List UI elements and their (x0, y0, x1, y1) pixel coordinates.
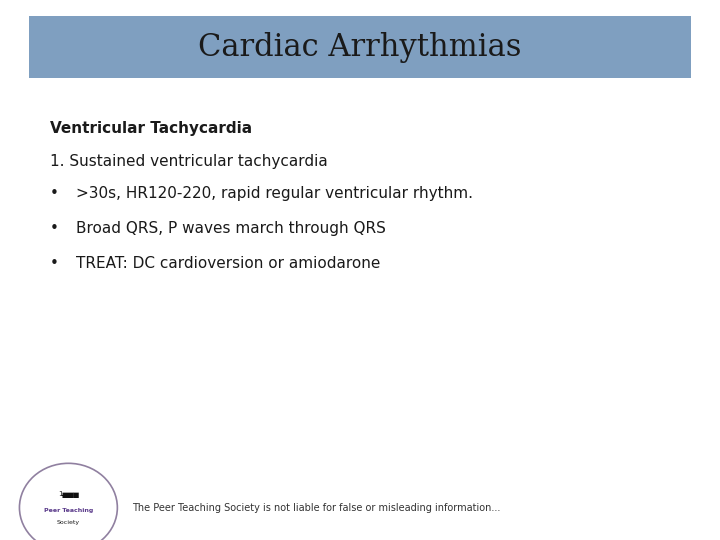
Text: Peer Teaching: Peer Teaching (44, 508, 93, 513)
Text: TREAT: DC cardioversion or amiodarone: TREAT: DC cardioversion or amiodarone (76, 256, 380, 272)
Text: •: • (50, 186, 58, 201)
Text: >30s, HR120-220, rapid regular ventricular rhythm.: >30s, HR120-220, rapid regular ventricul… (76, 186, 472, 201)
Text: 1▆▆▆: 1▆▆▆ (58, 491, 78, 497)
Text: •: • (50, 221, 58, 237)
Text: Ventricular Tachycardia: Ventricular Tachycardia (50, 122, 253, 137)
Ellipse shape (19, 463, 117, 540)
Text: The Peer Teaching Society is not liable for false or misleading information...: The Peer Teaching Society is not liable … (132, 503, 500, 512)
Text: Broad QRS, P waves march through QRS: Broad QRS, P waves march through QRS (76, 221, 385, 237)
Text: Society: Society (57, 520, 80, 525)
Text: Cardiac Arrhythmias: Cardiac Arrhythmias (198, 32, 522, 63)
FancyBboxPatch shape (29, 16, 691, 78)
Text: 1. Sustained ventricular tachycardia: 1. Sustained ventricular tachycardia (50, 154, 328, 169)
Text: •: • (50, 256, 58, 272)
